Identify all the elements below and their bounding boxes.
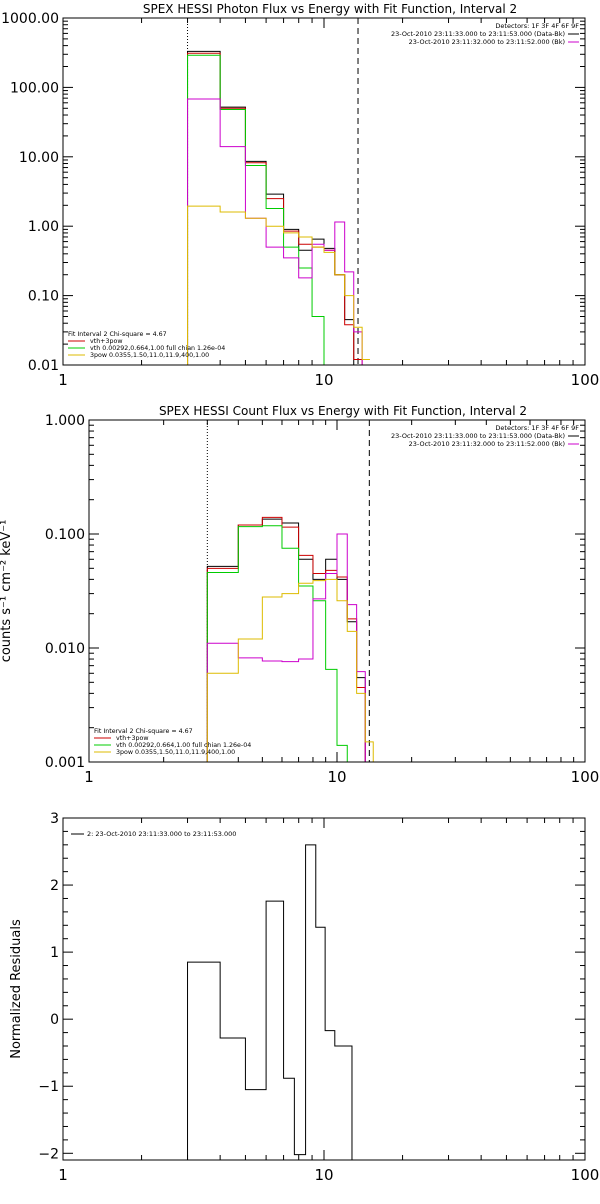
x-tick-label: 1 bbox=[58, 371, 68, 389]
y-axis-label: counts s⁻¹ cm⁻² keV⁻¹ bbox=[0, 520, 14, 663]
y-tick-label: 100.00 bbox=[10, 80, 59, 96]
legend-entry: Detectors: 1F 3F 4F 6F 9F bbox=[495, 424, 579, 432]
series-group bbox=[206, 516, 374, 762]
series-group bbox=[187, 50, 370, 365]
legend-entry: Detectors: 1F 3F 4F 6F 9F bbox=[495, 22, 579, 30]
y-tick-label: 0.100 bbox=[45, 527, 85, 543]
y-tick-label: 1.000 bbox=[45, 413, 85, 429]
legend-entry: 3pow 0.0355,1.50,11.0,11.9,400,1.00 bbox=[90, 352, 209, 359]
legend-entry: 3pow 0.0355,1.50,11.0,11.9,400,1.00 bbox=[116, 749, 235, 756]
plot-frame bbox=[62, 817, 586, 1161]
series-line-3 bbox=[187, 54, 325, 365]
series-line-1 bbox=[187, 844, 353, 1160]
plot-frame bbox=[88, 419, 586, 763]
series-line-5 bbox=[206, 578, 374, 762]
x-tick-label: 100 bbox=[571, 371, 600, 389]
legend-entry: 23-Oct-2010 23:11:32.000 to 23:11:52.000… bbox=[409, 440, 565, 448]
y-tick-label: 10.00 bbox=[19, 150, 59, 166]
legend-entry: vth 0.00292,0.664,1.00 full chian 1.26e-… bbox=[90, 345, 225, 352]
legend-entry: Fit Interval 2 Chi-square = 4.67 bbox=[68, 331, 167, 338]
legend-entry: vth+3pow bbox=[116, 735, 148, 742]
panel-3: Normalized Residuals 1 10 100 −2 −1 0 1 2 3 2: 23-… bbox=[9, 811, 600, 1184]
y-tick-label: 1 bbox=[50, 945, 59, 961]
chart-title: SPEX HESSI Photon Flux vs Energy with Fi… bbox=[143, 2, 517, 16]
plot-frame bbox=[62, 17, 586, 366]
series-line-2 bbox=[187, 52, 363, 365]
series-line-4 bbox=[187, 98, 363, 365]
y-tick-label: 2 bbox=[50, 878, 59, 894]
legend-entry: 23-Oct-2010 23:11:33.000 to 23:11:53.000… bbox=[391, 30, 565, 38]
y-tick-label: −2 bbox=[38, 1146, 59, 1162]
legend-entry: vth+3pow bbox=[90, 338, 122, 345]
series-line-2 bbox=[206, 516, 366, 762]
legend-entry: Fit Interval 2 Chi-square = 4.67 bbox=[94, 728, 193, 735]
legend-entry: 2: 23-Oct-2010 23:11:33.000 to 23:11:53.… bbox=[87, 830, 236, 838]
series-line-4 bbox=[206, 533, 366, 762]
legend-entry: vth 0.00292,0.664,1.00 full chian 1.26e-… bbox=[116, 742, 251, 749]
x-tick-label: 100 bbox=[571, 1166, 600, 1184]
y-axis-label: Normalized Residuals bbox=[9, 919, 24, 1059]
y-tick-label: 3 bbox=[50, 811, 59, 827]
series-line-3 bbox=[206, 525, 348, 762]
series-line-5 bbox=[187, 205, 370, 365]
y-tick-label: 0.01 bbox=[28, 358, 59, 374]
x-tick-label: 10 bbox=[327, 768, 346, 786]
y-tick-label: −1 bbox=[38, 1079, 59, 1095]
x-tick-label: 10 bbox=[314, 371, 333, 389]
legend-entry: 23-Oct-2010 23:11:32.000 to 23:11:52.000… bbox=[409, 38, 565, 46]
series-line-1 bbox=[187, 50, 355, 365]
x-tick-label: 10 bbox=[314, 1166, 333, 1184]
y-tick-label: 0.010 bbox=[45, 641, 85, 657]
y-tick-label: 0.10 bbox=[28, 289, 59, 305]
panel-1: SPEX HESSI Photon Flux vs Energy with Fi… bbox=[1, 2, 600, 389]
x-tick-label: 1 bbox=[58, 1166, 68, 1184]
series-group bbox=[187, 844, 353, 1160]
y-tick-label: 1000.00 bbox=[1, 11, 59, 27]
x-tick-label: 1 bbox=[84, 768, 94, 786]
x-tick-label: 100 bbox=[571, 768, 600, 786]
y-tick-label: 0.001 bbox=[45, 755, 85, 771]
y-tick-label: 1.00 bbox=[28, 219, 59, 235]
y-tick-label: 0 bbox=[50, 1012, 59, 1028]
panel-2: SPEX HESSI Count Flux vs Energy with Fit… bbox=[0, 404, 600, 786]
chart-title: SPEX HESSI Count Flux vs Energy with Fit… bbox=[159, 404, 527, 418]
legend-entry: 23-Oct-2010 23:11:33.000 to 23:11:53.000… bbox=[391, 432, 565, 440]
